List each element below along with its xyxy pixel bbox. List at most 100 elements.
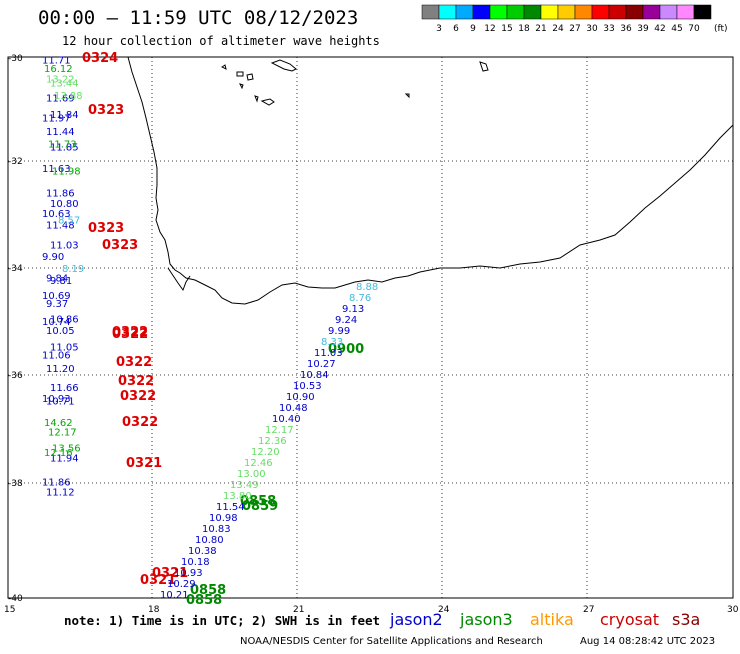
- diagonal-wave-value: 13.49: [230, 480, 259, 491]
- wave-height-value: 10.93: [42, 394, 71, 405]
- pass-time-label: 0858: [190, 583, 226, 598]
- wave-height-value: 11.48: [46, 221, 75, 232]
- wave-height-value: 11.44: [46, 127, 75, 138]
- legend-entry-altika: altika: [530, 610, 574, 629]
- lon-label: 21: [293, 605, 304, 615]
- diagonal-wave-value: 12.46: [244, 458, 273, 469]
- wave-height-value: 16.12: [44, 64, 73, 75]
- diagonal-wave-value: 10.53: [293, 381, 322, 392]
- wave-height-value: 10.74: [42, 317, 71, 328]
- colorbar-label: 39: [637, 24, 649, 34]
- colorbar-label: 21: [535, 24, 546, 34]
- wave-height-value: 11.66: [50, 383, 79, 394]
- diagonal-wave-value: 9.99: [328, 326, 350, 337]
- colorbar-swatch: [659, 4, 678, 20]
- pass-time-label: 0858: [240, 494, 276, 509]
- lon-label: 18: [148, 605, 160, 615]
- colorbar-swatch: [489, 4, 508, 20]
- lon-label: 27: [583, 605, 594, 615]
- colorbar-swatch: [557, 4, 576, 20]
- diagonal-wave-value: 9.24: [335, 315, 357, 326]
- wave-height-value: 11.73: [48, 140, 77, 151]
- graticule: [8, 57, 733, 598]
- diagonal-wave-value: 10.38: [188, 546, 217, 557]
- islands: [221, 59, 489, 106]
- diagonal-wave-value: 10.93: [174, 568, 203, 579]
- legend-entry-jason2: jason2: [389, 610, 443, 629]
- wave-height-value: 14.62: [44, 418, 73, 429]
- longitude-labels: 15 18 21 24 27 30: [4, 605, 739, 615]
- colorbar-label: 9: [470, 24, 476, 34]
- colorbar-label: 70: [688, 24, 700, 34]
- wave-height-value: 13.22: [46, 75, 75, 86]
- wave-height-value: 8.19: [62, 264, 84, 275]
- colorbar-label: 24: [552, 24, 564, 34]
- wave-height-value: 9.90: [42, 252, 64, 263]
- wave-height-value: 10.71: [46, 397, 75, 408]
- diagonal-wave-value: 12.36: [258, 436, 287, 447]
- colorbar-swatch: [523, 4, 542, 20]
- coastline-inlet: [167, 267, 191, 292]
- wave-height-value: 12.16: [44, 448, 73, 459]
- wave-height-value: 11.69: [46, 94, 75, 105]
- pass-time-labels: 0324032303230323032203220322032203220322…: [82, 51, 364, 608]
- colorbar-label: 42: [654, 24, 665, 34]
- colorbar-label: 12: [484, 24, 495, 34]
- wave-height-value: 12.17: [48, 427, 77, 438]
- satellite-legend: jason2 jason3 altika cryosat s3a: [389, 610, 700, 629]
- colorbar-label: 27: [569, 24, 580, 34]
- diagonal-wave-value: 10.84: [300, 370, 329, 381]
- wave-height-value: 11.12: [46, 487, 75, 498]
- footer-credit: NOAA/NESDIS Center for Satellite Applica…: [240, 636, 543, 647]
- wave-height-value: 11.63: [42, 164, 71, 175]
- map-frame: [7, 56, 734, 599]
- pass-time-label: 0324: [82, 51, 118, 66]
- diagonal-wave-value: 8.88: [356, 282, 378, 293]
- colorbar-swatch: [438, 4, 457, 20]
- wave-height-value: 9.37: [46, 299, 68, 310]
- wave-height-value: 10.63: [42, 209, 71, 220]
- lon-label: 24: [438, 605, 450, 615]
- lat-label: -32: [8, 157, 23, 167]
- pass-time-label: 0900: [328, 342, 364, 357]
- pass-time-label: 0322: [112, 325, 148, 340]
- footer-note: note: 1) Time is in UTC; 2) SWH is in fe…: [64, 613, 380, 628]
- wave-height-value: 8.57: [58, 215, 80, 226]
- diagonal-wave-value: 10.21: [160, 590, 189, 601]
- colorbar-label: 18: [518, 24, 530, 34]
- diagonal-wave-value: 13.80: [223, 491, 252, 502]
- colorbar-swatch: [506, 4, 525, 20]
- footer-timestamp: Aug 14 08:28:42 UTC 2023: [580, 636, 715, 647]
- lat-label: -40: [8, 594, 23, 604]
- color-scale-legend: 3 6 9 12 15 18 21 24 27 30 33 36 39 42 45 70 (ft): [421, 4, 728, 34]
- colorbar-swatch: [625, 4, 644, 20]
- wave-height-value: 11.03: [50, 241, 79, 252]
- wave-height-value: 13.44: [50, 78, 79, 89]
- legend-entry-cryosat: cryosat: [600, 610, 659, 629]
- diagonal-wave-value: 10.29: [167, 579, 196, 590]
- wave-height-value: 10.86: [50, 314, 79, 325]
- colorbar-label: 36: [620, 24, 632, 34]
- wave-height-value: 11.86: [46, 188, 75, 199]
- diagonal-wave-value: 10.80: [195, 535, 224, 546]
- wave-height-value: 11.86: [42, 478, 71, 489]
- pass-time-label: 0322: [116, 355, 152, 370]
- wave-height-value: 11.84: [50, 110, 79, 121]
- wave-height-value: 11.98: [52, 167, 81, 178]
- diagonal-wave-value: 10.98: [209, 513, 238, 524]
- wave-height-value: 13.88: [54, 91, 83, 102]
- wave-height-value: 11.05: [50, 342, 79, 353]
- pass-time-label: 0322: [120, 389, 156, 404]
- lon-label: 15: [4, 605, 15, 615]
- pass-time-label: 0323: [88, 221, 124, 236]
- pass-time-label: 0323: [102, 238, 138, 253]
- diagonal-wave-value: 11.54: [216, 502, 245, 513]
- page-title: 00:00 – 11:59 UTC 08/12/2023: [38, 7, 358, 29]
- lat-label: -38: [8, 479, 23, 489]
- diagonal-wave-value: 13.00: [237, 469, 266, 480]
- pass-time-label: 0322: [112, 327, 148, 342]
- wave-height-value: 11.94: [50, 453, 79, 464]
